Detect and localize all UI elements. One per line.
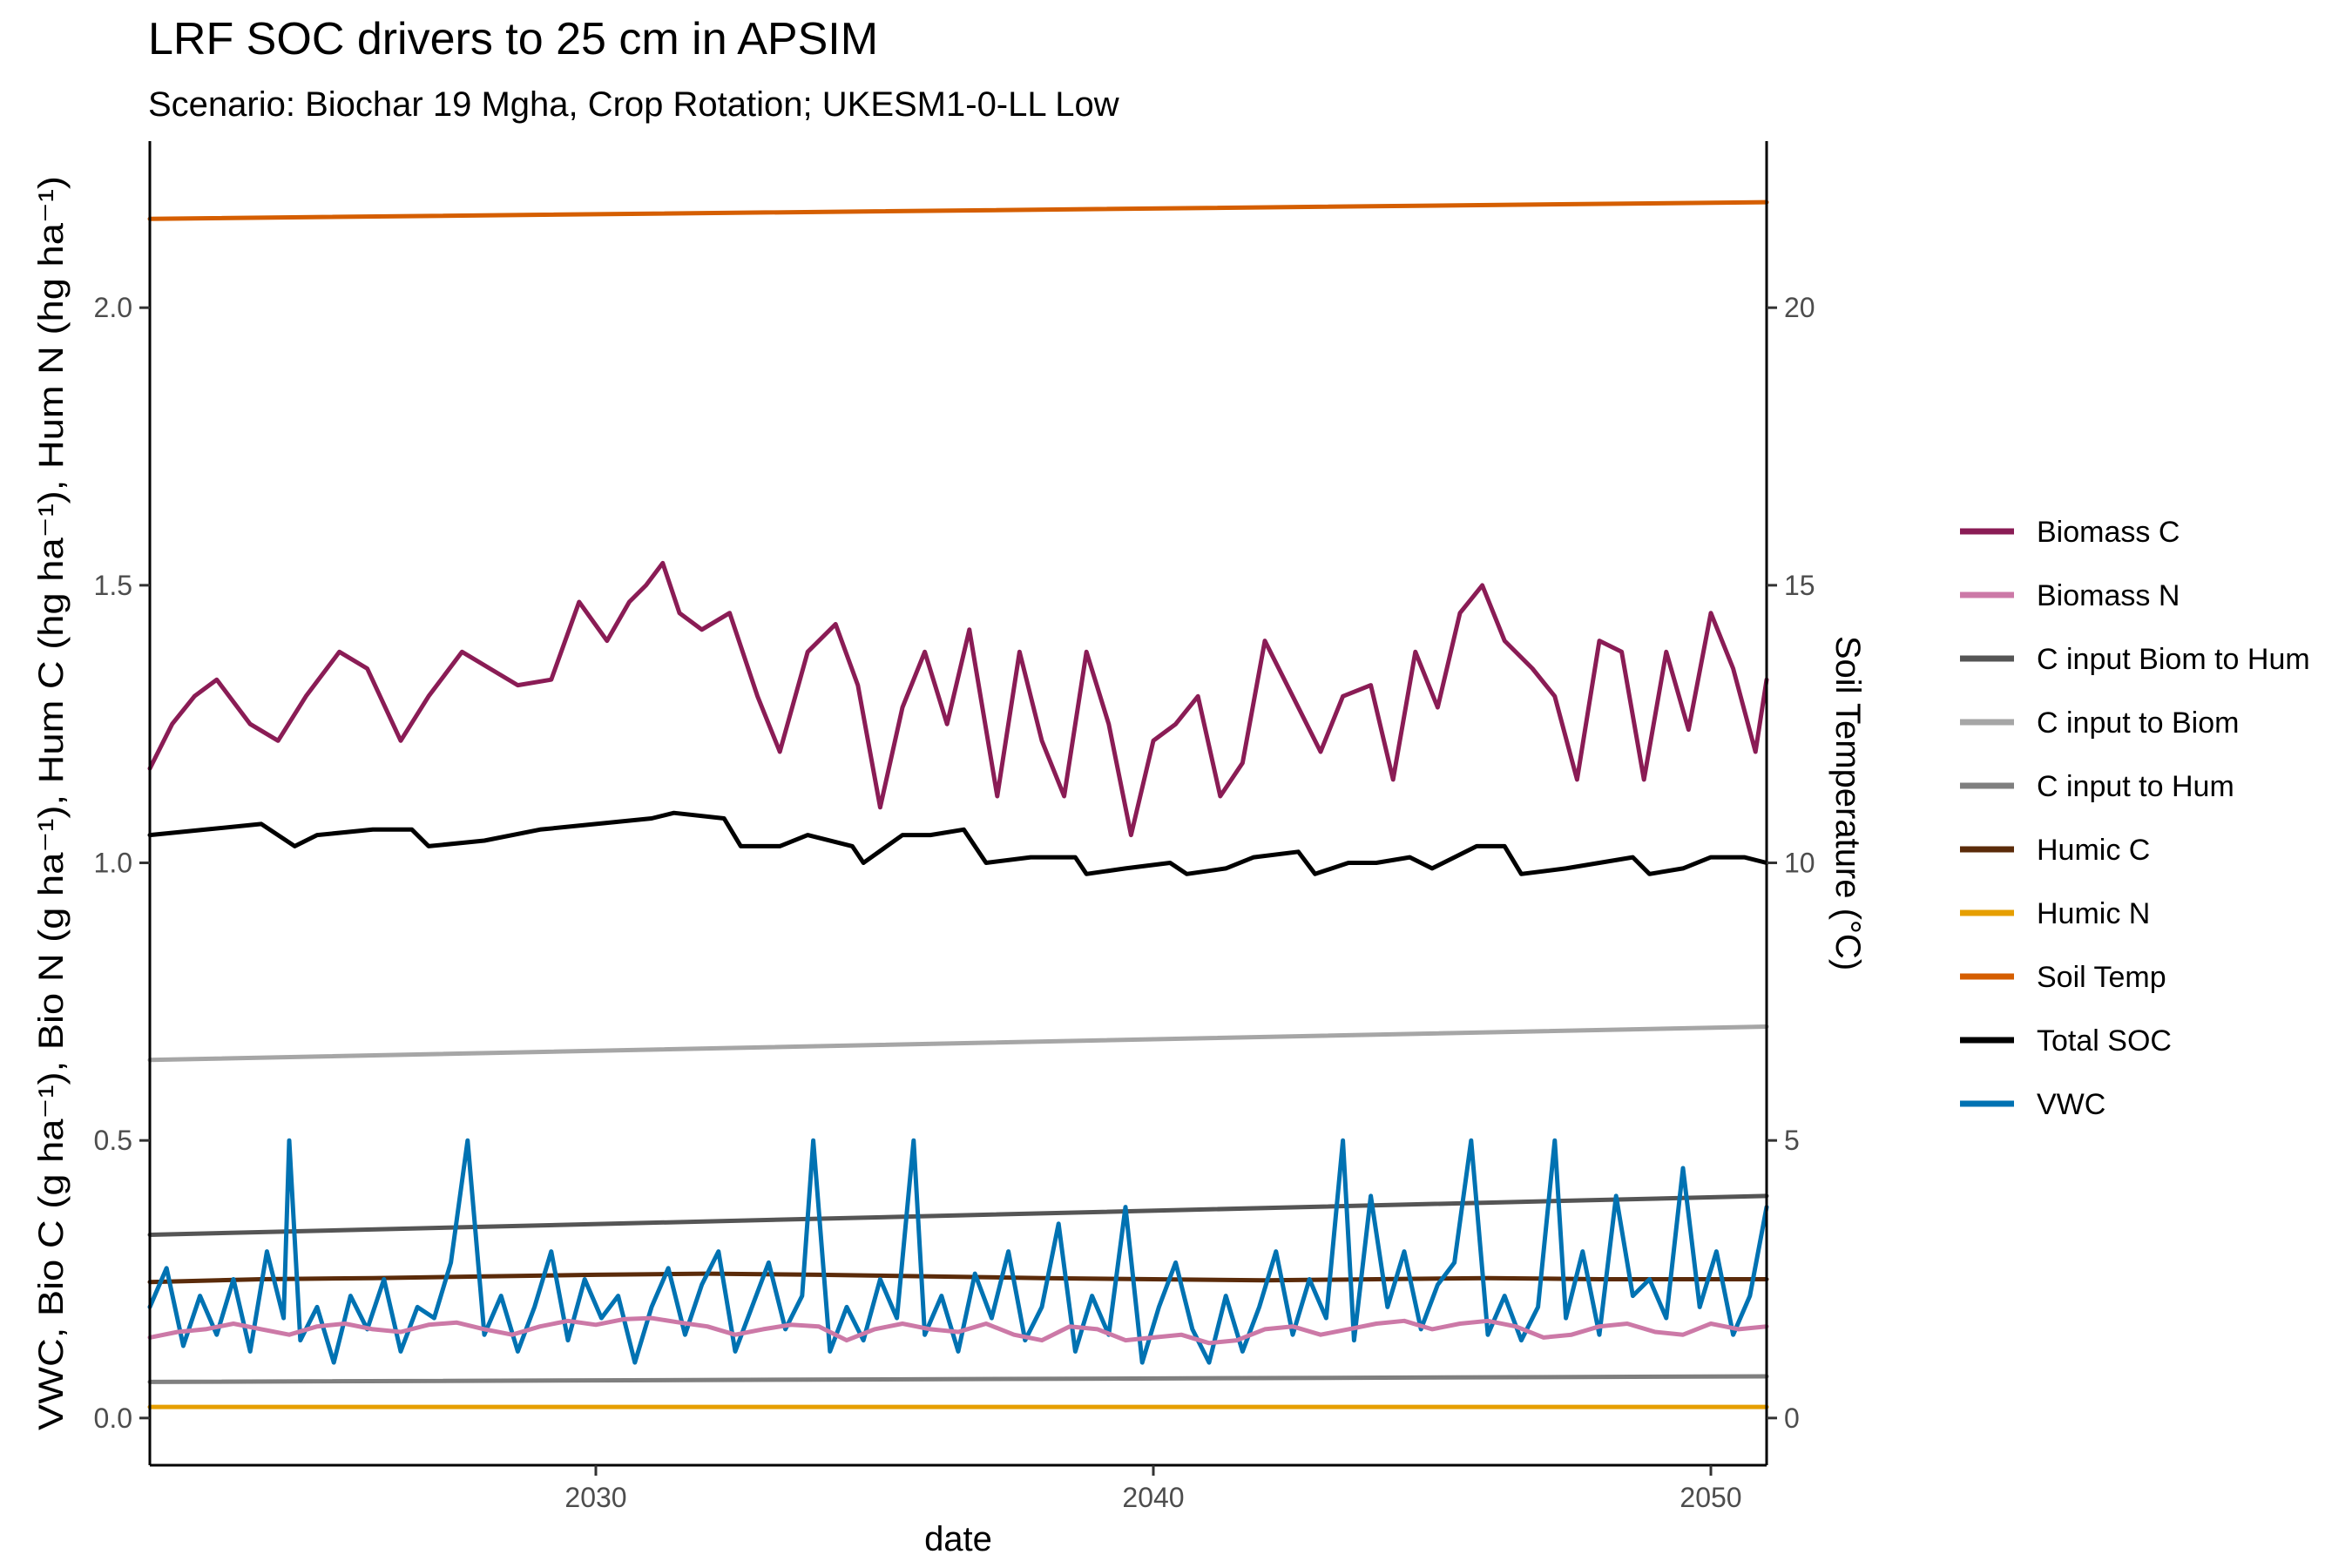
right-axis-title: Soil Temperature (°C) bbox=[1828, 636, 1867, 970]
legend-label: Soil Temp bbox=[2037, 961, 2166, 994]
right-tick-label: 15 bbox=[1784, 570, 1815, 601]
series-line-c-input-to-biom bbox=[147, 1024, 1769, 1063]
series-line-c-input-biom-to-hum bbox=[147, 1193, 1769, 1237]
right-tick-label: 20 bbox=[1784, 292, 1815, 323]
x-tick-label: 2030 bbox=[564, 1482, 626, 1513]
legend-label: Biomass N bbox=[2037, 579, 2180, 612]
x-axis-title: date bbox=[924, 1520, 992, 1558]
right-tick-label: 5 bbox=[1784, 1125, 1800, 1156]
left-axis-ticks: 0.0 0.5 1.0 1.5 2.0 bbox=[94, 292, 150, 1434]
chart-title: LRF SOC drivers to 25 cm in APSIM bbox=[148, 14, 878, 64]
series-line-soil-temp bbox=[147, 199, 1769, 221]
legend-label: C input to Biom bbox=[2037, 706, 2239, 740]
x-tick-label: 2040 bbox=[1122, 1482, 1184, 1513]
legend-label: C input Biom to Hum bbox=[2037, 643, 2310, 676]
left-tick-label: 0.5 bbox=[94, 1125, 132, 1156]
series-line-c-input-to-hum bbox=[147, 1374, 1769, 1384]
right-tick-label: 0 bbox=[1784, 1402, 1800, 1434]
left-tick-label: 0.0 bbox=[94, 1402, 132, 1434]
series-line-humic-c bbox=[147, 1271, 1769, 1285]
legend-label: Humic N bbox=[2037, 897, 2150, 930]
series-line-biomass-n bbox=[147, 1315, 1769, 1346]
series-line-biomass-c bbox=[147, 560, 1769, 838]
left-tick-label: 2.0 bbox=[94, 292, 132, 323]
right-tick-label: 10 bbox=[1784, 848, 1815, 879]
x-tick-label: 2050 bbox=[1680, 1482, 1741, 1513]
legend-label: Biomass C bbox=[2037, 516, 2180, 549]
legend-label: C input to Hum bbox=[2037, 770, 2234, 803]
left-axis-title: VWC, Bio C (g ha⁻¹), Bio N (g ha⁻¹), Hum… bbox=[32, 176, 71, 1430]
right-axis-ticks: 0 5 10 15 20 bbox=[1767, 292, 1815, 1434]
left-tick-label: 1.0 bbox=[94, 848, 132, 879]
legend-label: Humic C bbox=[2037, 834, 2150, 867]
legend-label: VWC bbox=[2037, 1088, 2105, 1121]
series-line-total-soc bbox=[147, 810, 1769, 876]
legend: Biomass C Biomass N C input Biom to Hum C i… bbox=[1960, 516, 2310, 1121]
legend-label: Total SOC bbox=[2037, 1024, 2172, 1058]
left-tick-label: 1.5 bbox=[94, 570, 132, 601]
chart-subtitle: Scenario: Biochar 19 Mgha, Crop Rotation… bbox=[148, 85, 1119, 124]
plot-lines bbox=[147, 199, 1769, 1409]
x-axis-ticks: 2030 2040 2050 bbox=[564, 1465, 1742, 1513]
